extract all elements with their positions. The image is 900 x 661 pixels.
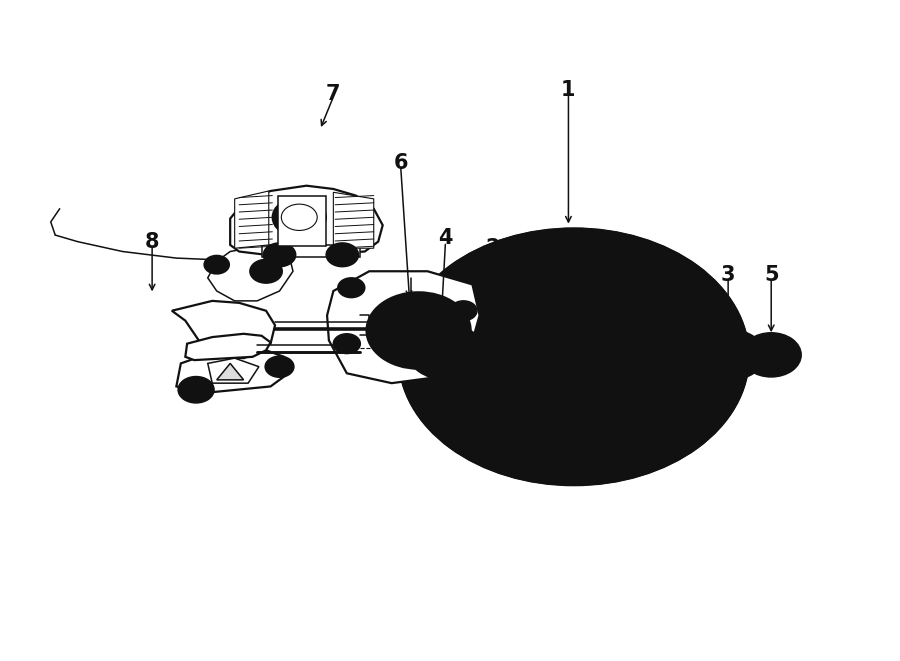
Text: 7: 7 bbox=[326, 84, 340, 104]
Circle shape bbox=[178, 377, 214, 403]
Circle shape bbox=[441, 354, 468, 373]
Text: 4: 4 bbox=[438, 229, 453, 249]
Circle shape bbox=[645, 329, 721, 385]
Ellipse shape bbox=[598, 389, 626, 402]
Polygon shape bbox=[230, 186, 382, 254]
Circle shape bbox=[507, 307, 641, 407]
Circle shape bbox=[338, 278, 364, 297]
Circle shape bbox=[480, 288, 668, 426]
Polygon shape bbox=[208, 358, 259, 383]
Ellipse shape bbox=[498, 336, 526, 349]
Polygon shape bbox=[333, 192, 374, 249]
Polygon shape bbox=[235, 191, 269, 249]
Polygon shape bbox=[208, 245, 293, 301]
Circle shape bbox=[408, 324, 483, 379]
Circle shape bbox=[696, 330, 764, 380]
Text: 5: 5 bbox=[764, 264, 778, 285]
Circle shape bbox=[204, 255, 230, 274]
Circle shape bbox=[450, 301, 477, 321]
Text: 6: 6 bbox=[393, 153, 408, 173]
Circle shape bbox=[266, 356, 294, 377]
Circle shape bbox=[333, 334, 360, 354]
Circle shape bbox=[399, 229, 749, 485]
Circle shape bbox=[250, 259, 283, 283]
Polygon shape bbox=[185, 334, 271, 360]
Ellipse shape bbox=[521, 389, 550, 402]
Circle shape bbox=[366, 292, 471, 369]
Circle shape bbox=[742, 333, 801, 377]
Text: 3: 3 bbox=[721, 264, 735, 285]
Circle shape bbox=[273, 198, 326, 237]
Circle shape bbox=[464, 332, 523, 375]
Ellipse shape bbox=[621, 336, 650, 349]
Circle shape bbox=[326, 243, 358, 266]
Polygon shape bbox=[262, 245, 360, 256]
Polygon shape bbox=[217, 364, 244, 380]
Text: 2: 2 bbox=[486, 239, 500, 258]
Circle shape bbox=[264, 243, 296, 266]
Polygon shape bbox=[172, 301, 275, 358]
Polygon shape bbox=[176, 350, 289, 393]
Polygon shape bbox=[327, 271, 480, 383]
Text: 8: 8 bbox=[145, 232, 159, 252]
Text: 1: 1 bbox=[562, 81, 576, 100]
Ellipse shape bbox=[560, 303, 589, 316]
Polygon shape bbox=[278, 196, 326, 247]
